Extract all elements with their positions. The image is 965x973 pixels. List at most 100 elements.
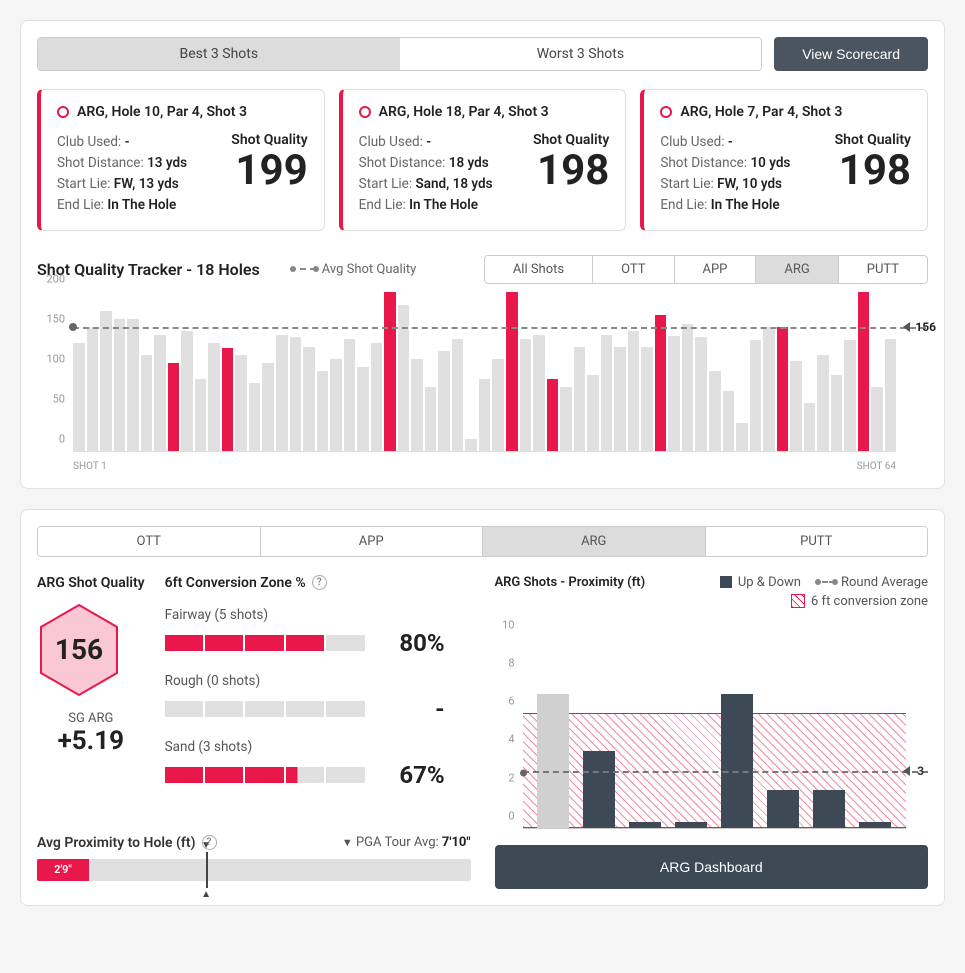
tracker-bar[interactable] xyxy=(141,355,153,451)
category-tab-putt[interactable]: PUTT xyxy=(706,527,928,556)
tracker-bar[interactable] xyxy=(73,343,85,451)
tracker-bar[interactable] xyxy=(317,371,329,451)
pga-value: 7'10" xyxy=(442,835,471,850)
tracker-bar[interactable] xyxy=(723,391,735,451)
tracker-bar[interactable] xyxy=(479,379,491,451)
tracker-bar[interactable] xyxy=(276,335,288,451)
prox-bars xyxy=(531,619,899,828)
tracker-bar[interactable] xyxy=(344,339,356,451)
tracker-bar[interactable] xyxy=(560,387,572,451)
tracker-bar[interactable] xyxy=(750,340,762,450)
tracker-bar[interactable] xyxy=(492,359,504,451)
proximity-bar: 2'9" xyxy=(37,859,471,881)
tracker-bar[interactable] xyxy=(262,363,274,451)
proximity-bar[interactable] xyxy=(583,751,615,827)
tracker-bar[interactable] xyxy=(290,337,302,451)
proximity-bar[interactable] xyxy=(675,822,707,828)
tracker-bar[interactable] xyxy=(127,319,139,451)
category-tab-app[interactable]: APP xyxy=(261,527,484,556)
filter-tab-arg[interactable]: ARG xyxy=(756,256,838,283)
tracker-bar[interactable] xyxy=(736,423,748,451)
tracker-bar[interactable] xyxy=(87,327,99,451)
tracker-bar[interactable] xyxy=(885,339,897,451)
tracker-bar[interactable] xyxy=(763,327,775,451)
sg-arg-label: SG ARG xyxy=(37,711,145,726)
legend-up-down-text: Up & Down xyxy=(738,575,801,590)
tracker-bar[interactable] xyxy=(682,324,694,450)
tracker-bar[interactable] xyxy=(249,383,261,451)
filter-tab-all-shots[interactable]: All Shots xyxy=(485,256,593,283)
tracker-bar[interactable] xyxy=(709,371,721,451)
tracker-bar[interactable] xyxy=(330,359,342,451)
y-axis: 050100150200 xyxy=(37,292,69,452)
proximity-bar[interactable] xyxy=(721,694,753,828)
shot-quality-value: 199 xyxy=(231,150,307,192)
tracker-bar[interactable] xyxy=(506,292,518,451)
tracker-bar[interactable] xyxy=(384,292,396,450)
tracker-bar[interactable] xyxy=(858,292,870,450)
help-icon[interactable]: ? xyxy=(312,575,327,590)
tracker-bar[interactable] xyxy=(831,375,843,451)
arg-dashboard-button[interactable]: ARG Dashboard xyxy=(495,845,929,889)
tracker-bar[interactable] xyxy=(844,340,856,450)
tracker-bar[interactable] xyxy=(668,336,680,450)
tracker-bar[interactable] xyxy=(533,335,545,451)
shot-card[interactable]: ARG, Hole 7, Par 4, Shot 3 Club Used: - … xyxy=(640,89,928,231)
tracker-bar[interactable] xyxy=(695,337,707,451)
tracker-bar[interactable] xyxy=(425,387,437,451)
category-tab-arg[interactable]: ARG xyxy=(483,527,706,556)
tracker-bar[interactable] xyxy=(411,359,423,451)
tracker-bar[interactable] xyxy=(871,387,883,451)
tracker-bar[interactable] xyxy=(574,347,586,451)
conv-segbar xyxy=(165,701,365,717)
tab-worst-shots[interactable]: Worst 3 Shots xyxy=(400,38,762,70)
proximity-bar[interactable] xyxy=(767,790,799,828)
arg-detail-panel: OTTAPPARGPUTT ARG Shot Quality 156 SG AR… xyxy=(20,509,945,906)
prox-avg-value: 3 xyxy=(917,764,924,778)
pga-marker xyxy=(206,852,208,888)
proximity-bar[interactable] xyxy=(859,822,891,828)
tracker-bar[interactable] xyxy=(628,331,640,451)
view-scorecard-button[interactable]: View Scorecard xyxy=(774,37,928,71)
tracker-bar[interactable] xyxy=(181,331,193,451)
tracker-bar[interactable] xyxy=(804,403,816,451)
shot-card[interactable]: ARG, Hole 18, Par 4, Shot 3 Club Used: -… xyxy=(339,89,627,231)
tracker-bar[interactable] xyxy=(547,379,559,451)
tracker-bar[interactable] xyxy=(587,375,599,451)
tracker-bar[interactable] xyxy=(655,315,667,451)
tracker-bar[interactable] xyxy=(357,367,369,451)
prox-title-text: Avg Proximity to Hole (ft) xyxy=(37,835,196,851)
tracker-bar[interactable] xyxy=(235,355,247,451)
tracker-bar[interactable] xyxy=(195,379,207,451)
tracker-bar[interactable] xyxy=(100,311,112,451)
tracker-bar[interactable] xyxy=(303,347,315,451)
tracker-bar[interactable] xyxy=(438,351,450,451)
tracker-bar[interactable] xyxy=(817,355,829,451)
tracker-bar[interactable] xyxy=(614,347,626,451)
tracker-bar[interactable] xyxy=(222,348,234,450)
top-controls: Best 3 Shots Worst 3 Shots View Scorecar… xyxy=(37,37,928,71)
ring-icon xyxy=(57,106,69,118)
tracker-bar[interactable] xyxy=(371,343,383,451)
tracker-bar[interactable] xyxy=(520,339,532,451)
filter-tab-app[interactable]: APP xyxy=(675,256,757,283)
tracker-bar[interactable] xyxy=(777,327,789,451)
tracker-bar[interactable] xyxy=(168,363,180,451)
proximity-bar[interactable] xyxy=(537,694,569,828)
proximity-bar[interactable] xyxy=(629,822,661,828)
tracker-bar[interactable] xyxy=(154,335,166,451)
tracker-bar[interactable] xyxy=(601,335,613,451)
shot-card[interactable]: ARG, Hole 10, Par 4, Shot 3 Club Used: -… xyxy=(37,89,325,231)
tracker-bar[interactable] xyxy=(641,347,653,451)
tracker-bar[interactable] xyxy=(452,339,464,451)
tracker-bar[interactable] xyxy=(465,439,477,451)
tab-best-shots[interactable]: Best 3 Shots xyxy=(38,38,400,70)
filter-tab-putt[interactable]: PUTT xyxy=(839,256,927,283)
proximity-bar[interactable] xyxy=(813,790,845,828)
tracker-bar[interactable] xyxy=(208,343,220,451)
conversion-zone-title: 6ft Conversion Zone % ? xyxy=(165,575,471,591)
category-tab-ott[interactable]: OTT xyxy=(38,527,261,556)
tracker-bar[interactable] xyxy=(114,319,126,451)
tracker-bar[interactable] xyxy=(790,361,802,451)
filter-tab-ott[interactable]: OTT xyxy=(593,256,674,283)
